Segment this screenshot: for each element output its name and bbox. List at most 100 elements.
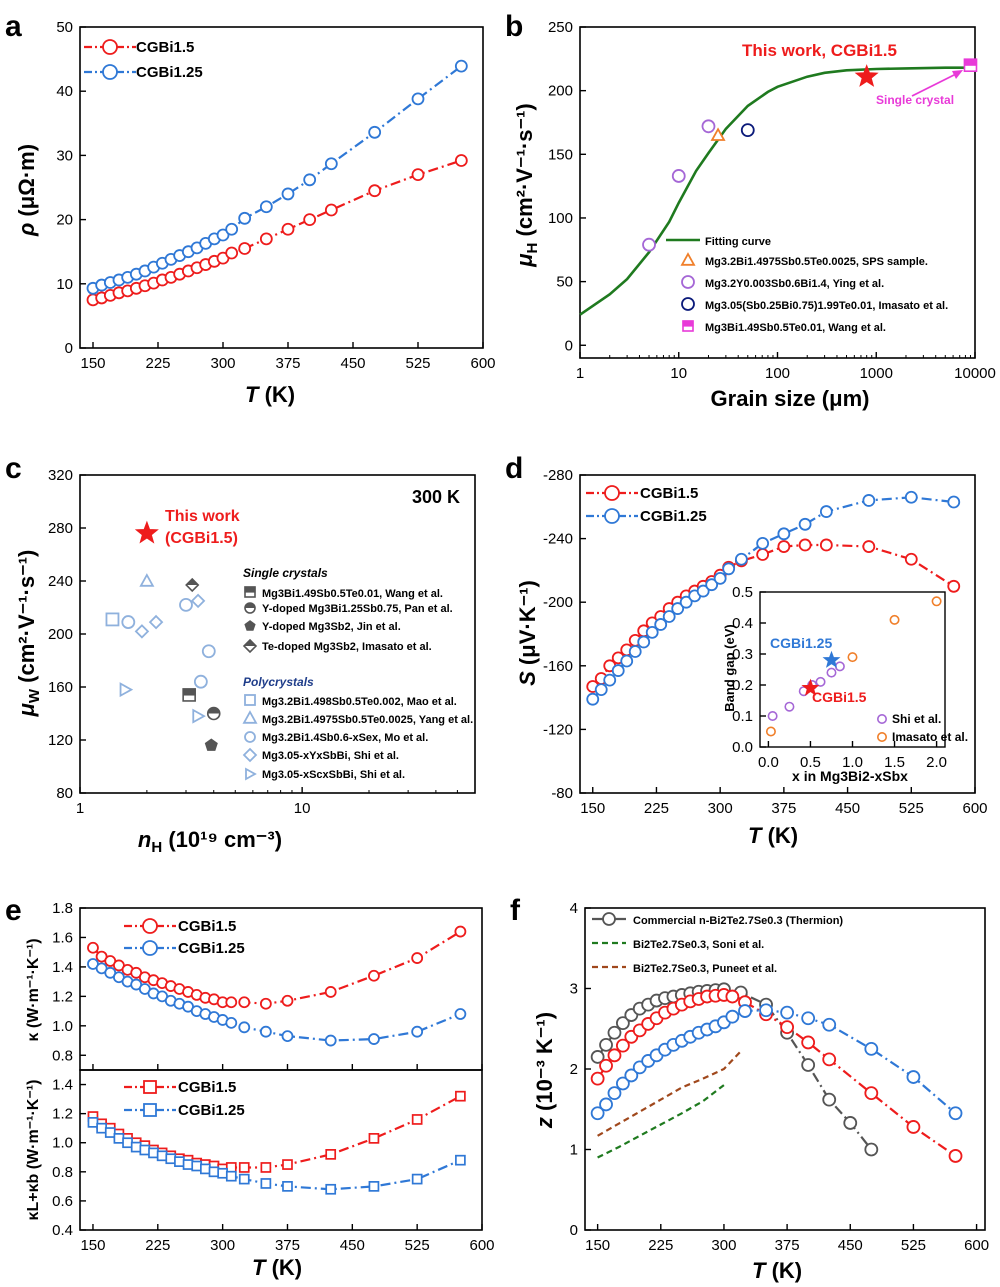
d-CGBi1.25-point: [756, 536, 770, 550]
d-inset-ytick-label: 0.4: [732, 615, 753, 632]
c-point-5: [105, 612, 120, 627]
f-xtick-label: 225: [648, 1237, 673, 1254]
c-ytick-label: 320: [48, 467, 73, 484]
b-point-3: [642, 237, 656, 252]
c-poly-header: Polycrystals: [243, 675, 314, 689]
d-inset-point: [815, 676, 826, 687]
a-xtick-label: 300: [210, 355, 235, 372]
f-CGBi1.5-point: [599, 1058, 613, 1073]
f-CGBi1.5-point: [615, 1038, 630, 1053]
a-legend-1: CGBi1.5: [136, 39, 194, 56]
b-single-crystal: Single crystal: [876, 93, 954, 107]
a-CGBi1.25-point: [281, 187, 295, 201]
f-CGBi1.5-point: [906, 1120, 921, 1134]
f-Commercial-point: [822, 1092, 837, 1107]
f-CGBi1.25-point: [738, 1004, 752, 1018]
a-ytick-label: 30: [56, 147, 73, 164]
e-legend-top-2: CGBi1.25: [178, 940, 245, 957]
c-legend-s3-marker: [244, 620, 256, 631]
a-CGBi1.5-point: [411, 168, 425, 182]
f-CGBi1.25-point: [599, 1097, 613, 1112]
d-CGBi1.25-point: [628, 645, 642, 658]
f-CGBi1.5-point: [822, 1052, 837, 1067]
e-top-CGBi1.5-line: [92, 930, 461, 1005]
e-ylabel-bottom: κL+κb (W·m⁻¹·K⁻¹): [25, 1080, 42, 1221]
e-bottom-xtick-label: 450: [340, 1237, 365, 1254]
e-xlabel: T (K): [252, 1255, 302, 1280]
e-bottom-CGBi1.25-point: [260, 1178, 272, 1189]
e-top-ytick-label: 1.4: [52, 959, 73, 976]
a-CGBi1.25-point: [238, 211, 252, 225]
e-bottom-xtick-label: 600: [469, 1237, 494, 1254]
c-xtick-label: 10: [294, 800, 311, 817]
e-top-2-legend-marker: [142, 940, 158, 956]
d-CGBi1.25-point: [603, 673, 617, 687]
f-Commercial-point: [843, 1116, 858, 1130]
b-xtick-label: 10000: [954, 365, 996, 382]
d-inset-point: [784, 701, 795, 712]
e-ylabel-top: κ (W·m⁻¹·K⁻¹): [25, 938, 42, 1041]
a-ytick-label: 50: [56, 19, 73, 36]
e-legend-top-1: CGBi1.5: [178, 918, 236, 935]
d-CGBi1.5-point: [819, 538, 833, 552]
f-CGBi1.5-point: [948, 1149, 963, 1163]
c-xlabel: nH (10¹⁹ cm⁻³): [138, 827, 282, 856]
e-top-ytick-label: 0.8: [52, 1047, 73, 1064]
e-bottom-CGBi1.25-point: [96, 1122, 107, 1134]
b-arrow-line: [911, 71, 961, 97]
b-legend-ying-marker: [681, 275, 695, 289]
d-CGBi1.25-point: [819, 505, 833, 518]
b-ytick-label: 200: [548, 83, 573, 100]
d-inset-ytick-label: 0.5: [732, 584, 753, 601]
a-CGBi1.5-point: [368, 184, 382, 198]
c-point-13: [190, 593, 206, 609]
b-ytick-label: 150: [548, 146, 573, 163]
d-CGBi1.25-point: [722, 562, 736, 576]
e-top-ytick-label: 1.2: [52, 988, 73, 1005]
c-point-1-fill: [182, 688, 196, 696]
d-inset-xlabel: x in Mg3Bi2-xSbx: [792, 768, 908, 784]
f-CGBi1.25-point: [906, 1070, 921, 1084]
f-xtick-label: 150: [585, 1237, 610, 1254]
d-CGBi1.5-point: [756, 548, 770, 561]
a-xtick-label: 525: [405, 355, 430, 372]
b-ytick-label: 0: [565, 337, 573, 354]
d-ytick-label: -280: [543, 467, 573, 484]
c-this-work-1: This work: [165, 508, 240, 525]
a-xtick-label: 450: [340, 355, 365, 372]
d-inset-point: [931, 596, 942, 607]
b-xtick-label: 100: [765, 365, 790, 382]
e-top-CGBi1.5-point: [87, 941, 99, 954]
d-inset-point: [847, 652, 858, 663]
a-1-legend-marker: [102, 39, 118, 55]
a-ytick-label: 0: [65, 340, 73, 357]
d-inset-point: [767, 710, 778, 721]
d-ytick-label: -200: [543, 594, 573, 611]
e-bottom-CGBi1.25-point: [182, 1159, 194, 1170]
a-2-legend-marker: [102, 64, 118, 80]
d-CGBi1.25-point: [645, 626, 659, 639]
a-CGBi1.25-point: [303, 173, 317, 187]
d-inset-star-0: [822, 650, 841, 668]
d-inset-point: [826, 667, 837, 678]
e-bottom-CGBi1.25-point: [87, 1117, 99, 1128]
f-CGBi1.5-point: [725, 989, 740, 1004]
f-CGBi1.5-point: [801, 1035, 816, 1050]
d-ytick-label: -240: [543, 531, 573, 548]
e-bottom-CGBi1.5-point: [225, 1162, 237, 1173]
d-ytick-label: -80: [551, 785, 573, 802]
f-Commercial-point: [599, 1037, 613, 1052]
f-Commercial-point: [801, 1058, 816, 1072]
e-bottom-ytick-label: 0.8: [52, 1164, 73, 1181]
e-top-CGBi1.5-point: [281, 994, 294, 1007]
d-CGBi1.5-point: [947, 579, 961, 593]
e-bottom-CGBi1.5-point: [411, 1114, 423, 1125]
c-point-6: [139, 573, 155, 587]
d-CGBi1.25-point: [594, 683, 608, 697]
e-bottom-CGBi1.25-point: [200, 1163, 211, 1175]
d-2-legend-marker: [604, 508, 620, 524]
a-legend-2: CGBi1.25: [136, 64, 203, 81]
e-top-CGBi1.25-point: [225, 1016, 238, 1029]
d-inset-point: [889, 614, 900, 625]
